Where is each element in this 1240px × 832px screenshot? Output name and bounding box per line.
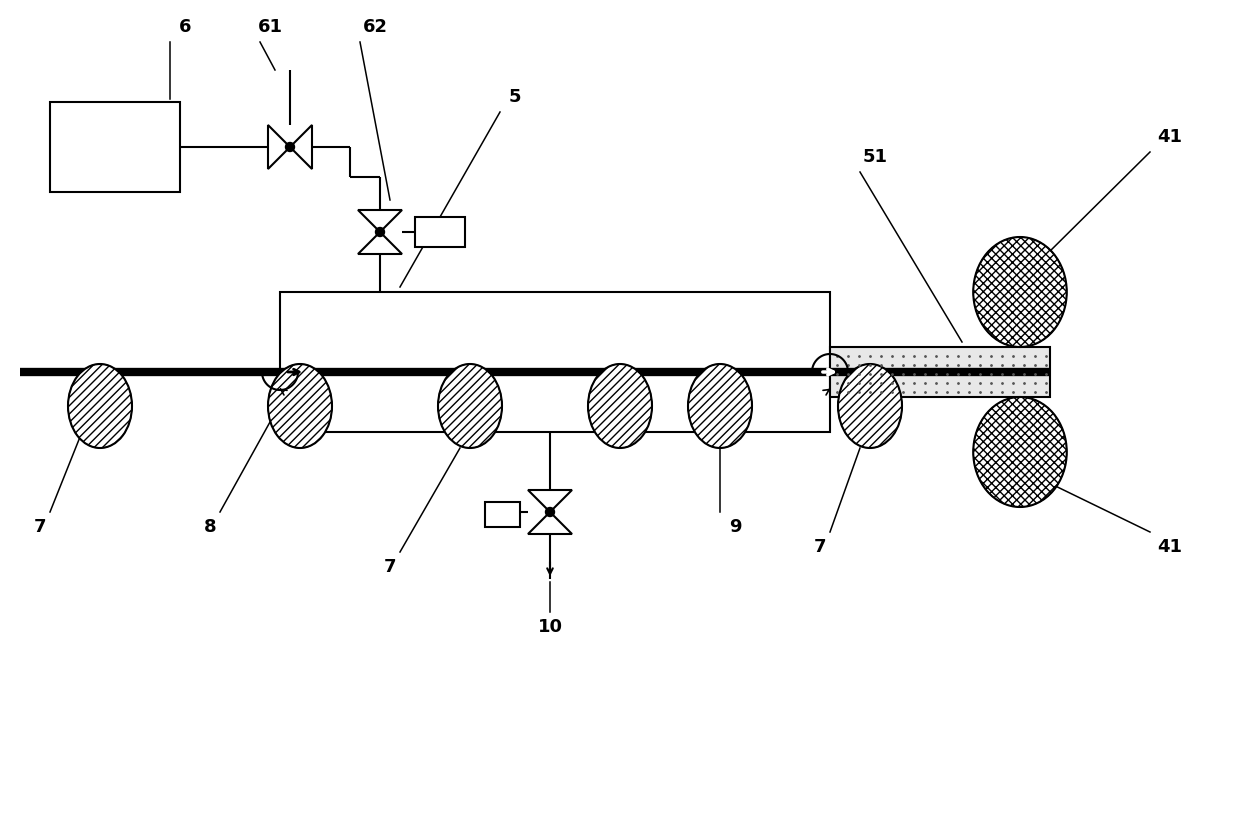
- Circle shape: [376, 227, 384, 236]
- Text: 7: 7: [33, 518, 46, 536]
- Bar: [415, 217, 465, 247]
- Text: 41: 41: [1157, 538, 1183, 556]
- Text: 51: 51: [863, 148, 888, 166]
- Polygon shape: [358, 210, 402, 232]
- Ellipse shape: [268, 364, 332, 448]
- Bar: [485, 502, 520, 527]
- Ellipse shape: [973, 397, 1066, 507]
- Text: 7: 7: [813, 538, 826, 556]
- Bar: [280, 292, 830, 432]
- Ellipse shape: [588, 364, 652, 448]
- Text: 9: 9: [729, 518, 742, 536]
- Ellipse shape: [973, 237, 1066, 347]
- Ellipse shape: [438, 364, 502, 448]
- Text: 41: 41: [1157, 128, 1183, 146]
- Text: 8: 8: [203, 518, 216, 536]
- Polygon shape: [268, 125, 290, 169]
- Ellipse shape: [68, 364, 131, 448]
- Circle shape: [546, 508, 554, 517]
- Text: 6: 6: [179, 18, 191, 36]
- Text: 7: 7: [383, 558, 397, 576]
- Text: 62: 62: [362, 18, 387, 36]
- Text: 5: 5: [508, 88, 521, 106]
- Polygon shape: [358, 232, 402, 254]
- Bar: [50, 102, 180, 192]
- Text: 61: 61: [258, 18, 283, 36]
- Polygon shape: [528, 512, 572, 534]
- Ellipse shape: [838, 364, 901, 448]
- Text: 10: 10: [537, 618, 563, 636]
- Circle shape: [285, 142, 295, 151]
- Polygon shape: [528, 490, 572, 512]
- Ellipse shape: [688, 364, 751, 448]
- Bar: [830, 347, 1050, 397]
- Polygon shape: [290, 125, 312, 169]
